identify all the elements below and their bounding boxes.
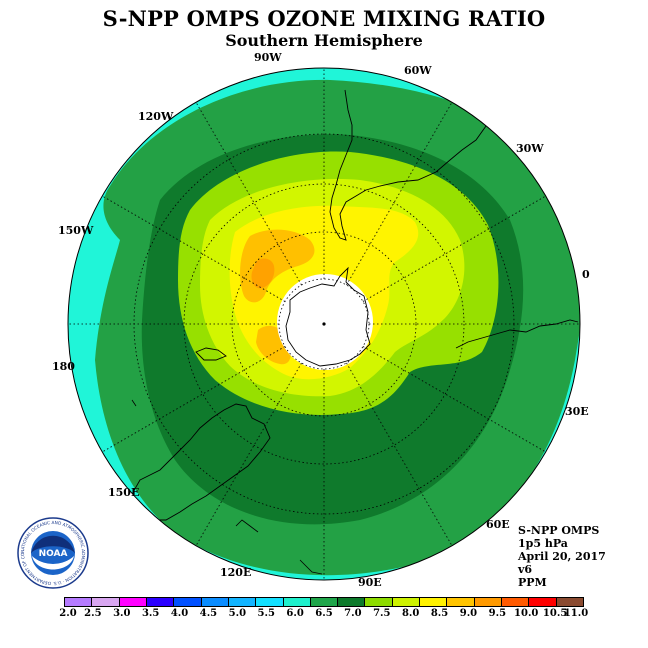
colorbar-tick-label: 2.5 bbox=[84, 608, 102, 619]
colorbar-segment bbox=[228, 598, 257, 606]
colorbar bbox=[64, 597, 584, 607]
colorbar-tick-label: 5.5 bbox=[257, 608, 275, 619]
lon-60e-label: 60E bbox=[486, 518, 510, 531]
colorbar-segment bbox=[283, 598, 311, 606]
colorbar-tick-label: 10.5 bbox=[542, 608, 568, 619]
lon-30w-label: 30W bbox=[516, 142, 544, 155]
meridian-line bbox=[362, 195, 546, 302]
colorbar-tick-label: 3.0 bbox=[113, 608, 131, 619]
colorbar-segment bbox=[310, 598, 339, 606]
noaa-logo: NATIONAL OCEANIC AND ATMOSPHERIC ADMINIS… bbox=[14, 512, 90, 590]
colorbar-tick-label: 10.0 bbox=[514, 608, 539, 619]
colorbar-segment bbox=[447, 598, 475, 606]
coastline-antarctica bbox=[285, 266, 371, 367]
colorbar-tick-label: 9.5 bbox=[488, 608, 507, 619]
colorbar-segment bbox=[529, 598, 557, 606]
instrument-name: S-NPP OMPS bbox=[518, 524, 600, 537]
meridian-line bbox=[195, 362, 302, 546]
polar-data-void bbox=[277, 274, 373, 370]
observation-date: April 20, 2017 bbox=[518, 550, 606, 563]
lon-180-label: 180 bbox=[52, 360, 75, 373]
colorbar-tick-label: 2.0 bbox=[59, 608, 77, 619]
colorbar-tick-label: 8.0 bbox=[401, 608, 420, 619]
lon-90w-label: 90W bbox=[254, 51, 282, 64]
coastline-africa bbox=[455, 319, 579, 349]
page-title: S-NPP OMPS OZONE MIXING RATIO bbox=[102, 6, 546, 31]
colorbar-ticks: 2.0 2.5 3.0 3.5 4.0 4.5 5.0 5.5 6.0 6.5 7.0 7.5 8.0 8… bbox=[59, 608, 588, 622]
colorbar-tick-label: 5.0 bbox=[228, 608, 247, 619]
orange-core bbox=[251, 258, 275, 289]
colorbar-segment bbox=[201, 598, 229, 606]
colorbar-segment bbox=[420, 598, 448, 606]
lon-150e-label: 150E bbox=[108, 486, 140, 499]
page-subtitle: Southern Hemisphere bbox=[225, 31, 423, 50]
longitude-meridians bbox=[68, 68, 580, 580]
lon-120e-label: 120E bbox=[220, 566, 252, 579]
lon-30e-label: 30E bbox=[565, 405, 589, 418]
coastline-indian-ocean-islands bbox=[131, 399, 323, 575]
lon-0-label: 0 bbox=[582, 268, 590, 281]
colorbar-tick-label: 4.5 bbox=[199, 608, 218, 619]
south-pole-marker bbox=[322, 322, 326, 326]
colorbar-tick-label: 6.0 bbox=[286, 608, 304, 619]
colorbar-segment bbox=[256, 598, 284, 606]
map-disc bbox=[68, 68, 580, 580]
meridian-line bbox=[102, 195, 286, 302]
colorbar-segment bbox=[92, 598, 120, 606]
pressure-level: 1p5 hPa bbox=[518, 537, 568, 550]
colorbar-tick-label: 6.5 bbox=[315, 608, 333, 619]
meridian-line bbox=[195, 102, 302, 286]
lon-90e-label: 90E bbox=[358, 576, 382, 589]
colorbar-tick-label: 7.5 bbox=[373, 608, 391, 619]
colorbar-tick-label: 4.0 bbox=[170, 608, 189, 619]
meridian-line bbox=[102, 346, 286, 453]
colorbar-segment bbox=[392, 598, 421, 606]
lon-150w-label: 150W bbox=[58, 224, 94, 237]
product-version: v6 bbox=[518, 563, 533, 576]
colorbar-tick-label: 9.0 bbox=[459, 608, 478, 619]
colorbar-segment bbox=[474, 598, 502, 606]
colorbar-segment bbox=[146, 598, 175, 606]
colorbar-segment bbox=[174, 598, 202, 606]
colorbar-segment bbox=[502, 598, 530, 606]
colorbar-tick-label: 3.5 bbox=[141, 608, 160, 619]
colorbar-segment bbox=[556, 598, 583, 606]
colorbar-tick-label: 11.0 bbox=[563, 608, 589, 619]
colorbar-tick-label: 7.0 bbox=[344, 608, 362, 619]
meridian-line bbox=[346, 102, 453, 286]
units-label: PPM bbox=[518, 576, 547, 589]
colorbar-segment bbox=[338, 598, 366, 606]
lon-120w-label: 120W bbox=[138, 110, 174, 123]
colorbar-segment bbox=[365, 598, 393, 606]
meridian-line bbox=[346, 362, 453, 546]
colorbar-segment bbox=[65, 598, 93, 606]
meridian-line bbox=[362, 346, 546, 453]
lon-60w-label: 60W bbox=[404, 64, 432, 77]
coastline-australia bbox=[131, 403, 271, 521]
metadata-block: S-NPP OMPS 1p5 hPa April 20, 2017 v6 PPM bbox=[518, 524, 606, 589]
coastline-south-america bbox=[329, 85, 489, 241]
coastline-new-zealand bbox=[195, 347, 227, 361]
map-border bbox=[67, 67, 581, 581]
colorbar-tick-label: 8.5 bbox=[430, 608, 449, 619]
svg-text:NOAA: NOAA bbox=[39, 549, 68, 559]
colorbar-segment bbox=[119, 598, 147, 606]
